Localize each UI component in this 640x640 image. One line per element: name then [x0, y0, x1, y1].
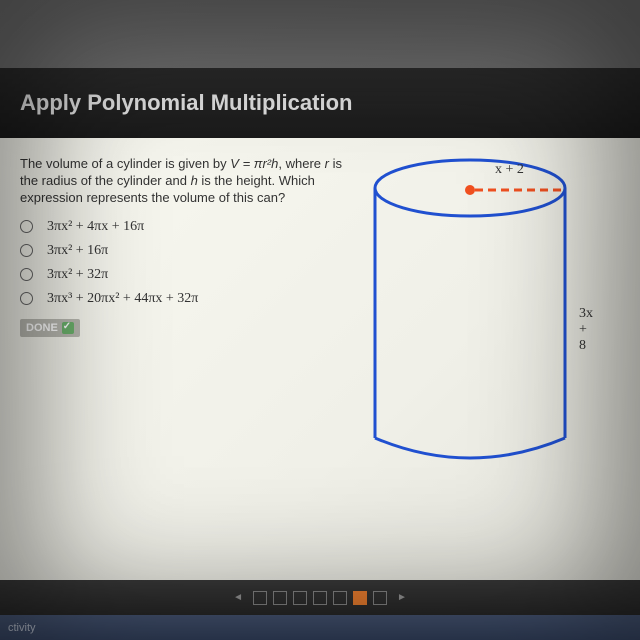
screen-frame: Apply Polynomial Multiplication The volu… — [0, 0, 640, 640]
nav-page-5[interactable] — [333, 591, 347, 605]
radio-icon[interactable] — [20, 268, 33, 281]
cylinder-svg — [365, 148, 595, 488]
header-bar: Apply Polynomial Multiplication — [0, 68, 640, 138]
nav-bar: ◄ ► — [0, 580, 640, 615]
nav-page-7[interactable] — [373, 591, 387, 605]
radio-icon[interactable] — [20, 244, 33, 257]
nav-page-2[interactable] — [273, 591, 287, 605]
nav-next-icon[interactable]: ► — [393, 592, 411, 603]
done-button[interactable]: DONE — [20, 319, 80, 337]
option-label: 3πx² + 32π — [47, 267, 108, 283]
nav-prev-icon[interactable]: ◄ — [229, 592, 247, 603]
done-label: DONE — [26, 322, 58, 334]
taskbar-label: ctivity — [8, 622, 36, 634]
taskbar: ctivity — [0, 615, 640, 640]
content-area: The volume of a cylinder is given by V =… — [0, 138, 640, 580]
height-label: 3x + 8 — [579, 306, 595, 354]
page-title: Apply Polynomial Multiplication — [20, 90, 352, 116]
nav-page-6[interactable] — [353, 591, 367, 605]
nav-page-1[interactable] — [253, 591, 267, 605]
radius-label: x + 2 — [495, 162, 524, 178]
radio-icon[interactable] — [20, 292, 33, 305]
nav-page-4[interactable] — [313, 591, 327, 605]
option-label: 3πx² + 4πx + 16π — [47, 219, 144, 235]
question-text: The volume of a cylinder is given by V =… — [20, 156, 350, 207]
option-label: 3πx³ + 20πx² + 44πx + 32π — [47, 291, 198, 307]
cylinder-diagram: x + 2 3x + 8 — [365, 148, 595, 488]
check-icon — [62, 322, 74, 334]
radio-icon[interactable] — [20, 220, 33, 233]
formula: V = πr²h — [230, 156, 278, 171]
nav-page-3[interactable] — [293, 591, 307, 605]
option-label: 3πx² + 16π — [47, 243, 108, 259]
